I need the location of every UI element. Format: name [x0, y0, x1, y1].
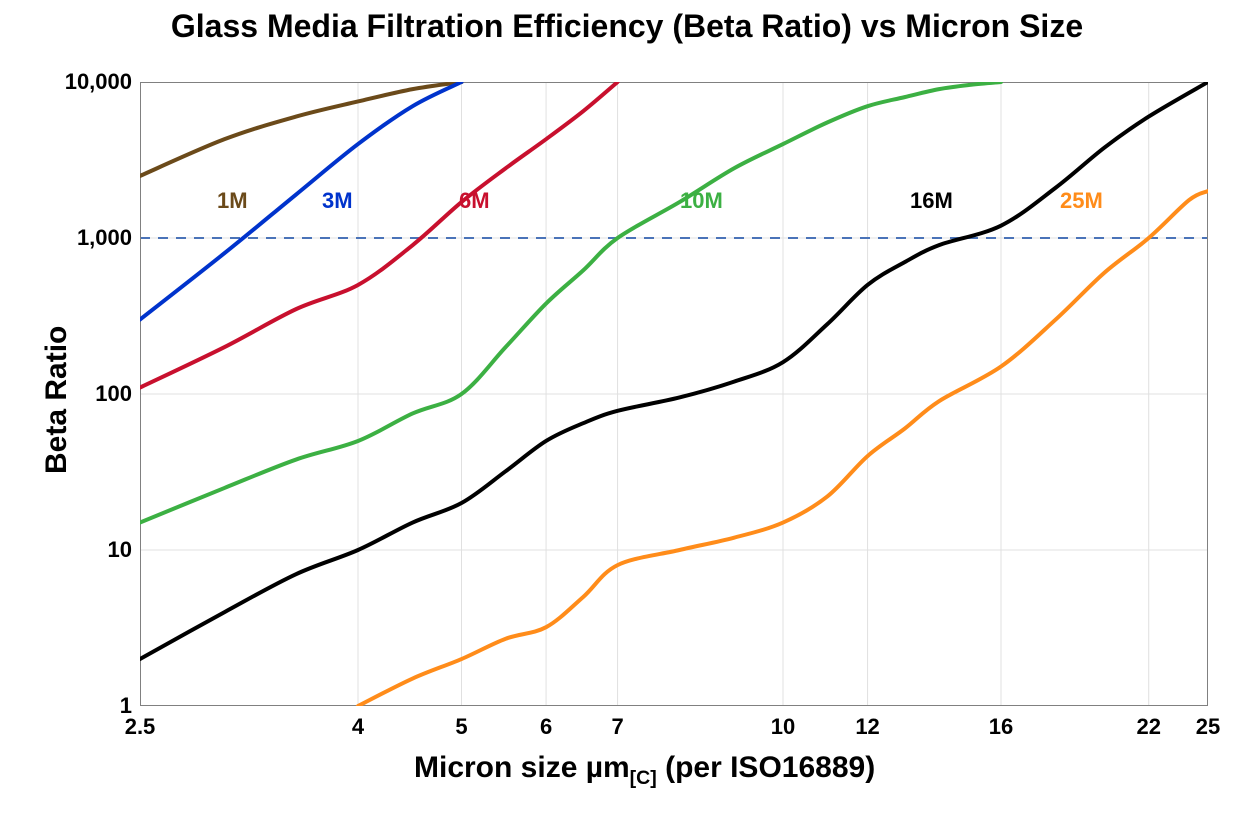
y-tick-label: 10,000 [65, 69, 132, 95]
y-tick-label: 1,000 [77, 225, 132, 251]
y-axis-label: Beta Ratio [40, 326, 74, 474]
y-tick-label: 100 [95, 381, 132, 407]
x-tick-label: 16 [989, 714, 1013, 740]
chart-title: Glass Media Filtration Efficiency (Beta … [0, 8, 1254, 45]
series-label-25M: 25M [1060, 188, 1103, 214]
series-label-1M: 1M [217, 188, 248, 214]
x-tick-label: 5 [455, 714, 467, 740]
x-tick-label: 25 [1196, 714, 1220, 740]
x-tick-label: 10 [771, 714, 795, 740]
series-label-10M: 10M [680, 188, 723, 214]
series-line-10M [140, 82, 1001, 523]
x-tick-label: 7 [611, 714, 623, 740]
series-label-3M: 3M [322, 188, 353, 214]
x-tick-label: 22 [1136, 714, 1160, 740]
series-line-1M [140, 82, 462, 176]
x-tick-label: 2.5 [125, 714, 156, 740]
y-tick-label: 10 [108, 537, 132, 563]
series-line-16M [140, 82, 1208, 659]
series-label-16M: 16M [910, 188, 953, 214]
x-tick-label: 12 [855, 714, 879, 740]
gridlines [140, 82, 1208, 706]
x-tick-label: 6 [540, 714, 552, 740]
x-tick-label: 4 [352, 714, 364, 740]
series-label-6M: 6M [459, 188, 490, 214]
plot-svg [140, 82, 1208, 706]
series-line-3M [140, 82, 462, 320]
chart-container: Glass Media Filtration Efficiency (Beta … [0, 0, 1254, 819]
x-axis-label: Micron size µm[C] (per ISO16889) [414, 751, 875, 790]
